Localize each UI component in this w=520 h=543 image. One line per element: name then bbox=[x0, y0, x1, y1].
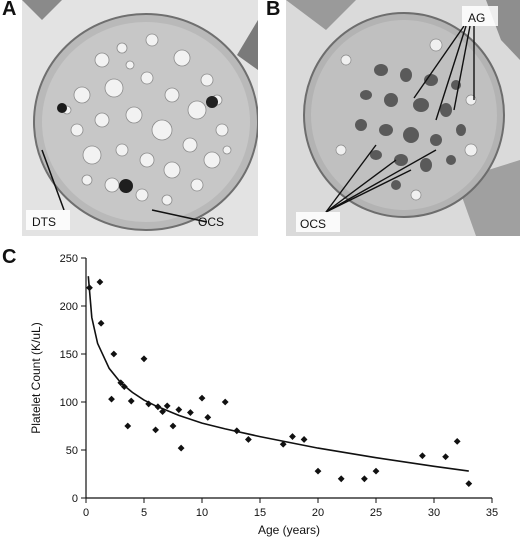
panel-b-label: B bbox=[266, 0, 281, 20]
data-point bbox=[279, 440, 287, 448]
data-point bbox=[120, 383, 128, 391]
panel-a-micrograph: DTS OCS bbox=[22, 0, 258, 236]
y-axis-title: Platelet Count (K/uL) bbox=[29, 322, 43, 433]
y-tick-label: 250 bbox=[60, 253, 78, 265]
x-tick-label: 10 bbox=[196, 507, 208, 519]
data-point bbox=[163, 402, 171, 410]
y-tick-label: 150 bbox=[60, 349, 78, 361]
data-point bbox=[110, 350, 118, 358]
data-point bbox=[175, 406, 183, 414]
panel-a-ocs-label: OCS bbox=[198, 215, 224, 229]
panel-c-label: C bbox=[2, 246, 17, 268]
data-point bbox=[108, 395, 115, 403]
panel-b-ocs-label: OCS bbox=[300, 217, 326, 231]
data-point bbox=[245, 436, 252, 443]
fit-curve bbox=[87, 276, 469, 472]
y-tick-label: 0 bbox=[72, 493, 78, 505]
x-tick-label: 25 bbox=[370, 507, 382, 519]
data-point bbox=[204, 413, 212, 421]
data-point bbox=[124, 422, 132, 430]
panel-a-image: DTS OCS bbox=[22, 0, 258, 236]
y-tick-label: 50 bbox=[66, 445, 78, 457]
data-point bbox=[442, 453, 449, 461]
data-point bbox=[159, 408, 166, 415]
panel-b-micrograph: AG OCS bbox=[286, 0, 520, 236]
x-tick-label: 20 bbox=[312, 507, 324, 519]
data-point bbox=[300, 436, 308, 443]
data-point bbox=[117, 379, 125, 387]
x-tick-label: 5 bbox=[141, 507, 147, 519]
marks-layer bbox=[86, 276, 473, 487]
data-point bbox=[221, 398, 229, 406]
data-point bbox=[140, 355, 148, 363]
data-point bbox=[127, 397, 135, 405]
platelet-chart: 0 5 10 15 20 25 30 35 0 50 100 150 200 250 Age (years… bbox=[0, 248, 520, 538]
data-point bbox=[337, 475, 345, 483]
panel-b-image: AG OCS bbox=[286, 0, 520, 236]
y-tick-label: 100 bbox=[60, 397, 78, 409]
data-point bbox=[96, 278, 104, 286]
data-point bbox=[154, 403, 162, 411]
data-point bbox=[372, 467, 380, 475]
data-point bbox=[289, 433, 296, 440]
panel-a-dts-label: DTS bbox=[32, 215, 56, 229]
data-point bbox=[465, 480, 473, 487]
x-tick-label: 35 bbox=[486, 507, 498, 519]
data-point bbox=[233, 427, 241, 435]
data-point bbox=[145, 400, 153, 408]
platelet-chart-svg: 0 5 10 15 20 25 30 35 0 50 100 150 200 250 Age (years… bbox=[29, 253, 498, 537]
data-point bbox=[152, 426, 159, 434]
data-point bbox=[198, 394, 206, 402]
data-point bbox=[187, 409, 194, 416]
x-tick-label: 15 bbox=[254, 507, 266, 519]
data-point bbox=[169, 422, 177, 430]
panel-b-ag-label: AG bbox=[468, 11, 485, 25]
axes-layer: 0 5 10 15 20 25 30 35 0 50 100 150 200 250 bbox=[60, 253, 498, 519]
data-point bbox=[314, 467, 322, 475]
data-point bbox=[419, 452, 426, 460]
y-tick-label: 200 bbox=[60, 301, 78, 313]
data-point bbox=[453, 437, 461, 445]
x-axis-title: Age (years) bbox=[258, 523, 320, 537]
data-point bbox=[86, 284, 93, 292]
data-point bbox=[361, 475, 368, 483]
x-tick-label: 0 bbox=[83, 507, 89, 519]
x-tick-label: 30 bbox=[428, 507, 440, 519]
data-point bbox=[97, 319, 105, 327]
panel-a-label: A bbox=[2, 0, 17, 20]
data-point bbox=[177, 444, 185, 452]
